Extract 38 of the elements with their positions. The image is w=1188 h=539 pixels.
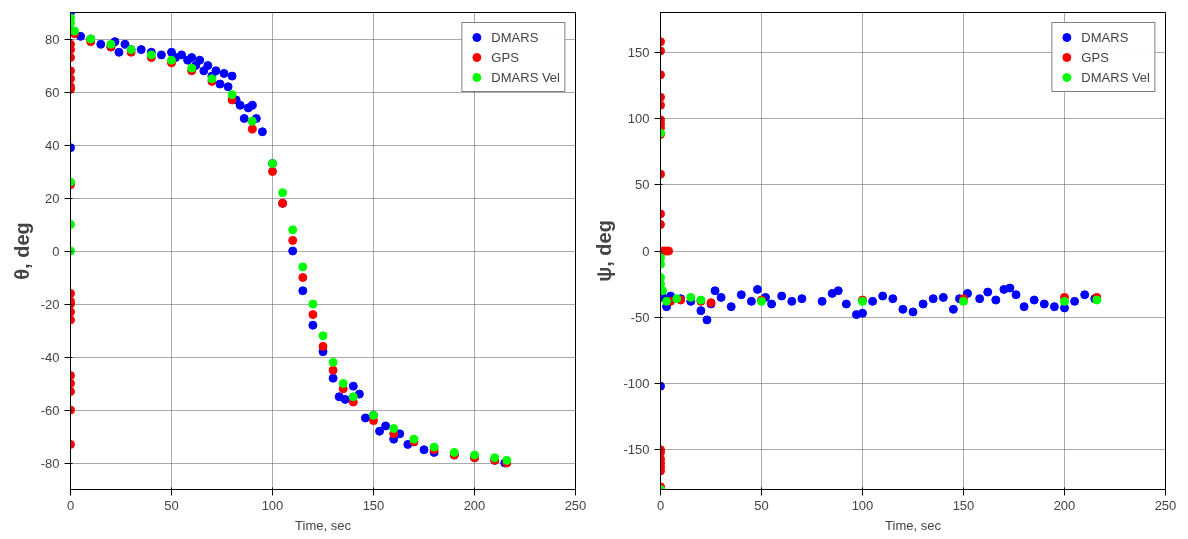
y-tick-label: 20: [45, 190, 60, 206]
x-tick-label: 150: [362, 497, 385, 513]
y-tick-label: 60: [45, 84, 60, 100]
y-tick-label: 0: [642, 243, 650, 259]
x-tick-label: 150: [952, 497, 975, 513]
x-axis-title: Time, sec: [885, 517, 942, 533]
y-tick-label: 50: [635, 177, 650, 193]
x-tick-label: 50: [164, 497, 179, 513]
legend-label: GPS: [491, 49, 519, 65]
x-tick-label: 250: [564, 497, 587, 513]
x-tick-label: 50: [754, 497, 769, 513]
legend-label: DMARS Vel: [491, 69, 560, 85]
legend-label: DMARS Vel: [1081, 69, 1150, 85]
legend-label: DMARS: [1081, 29, 1129, 45]
y-tick-label: 0: [52, 243, 60, 259]
y-tick-label: 100: [627, 111, 650, 126]
x-tick-label: 200: [1053, 497, 1076, 513]
y-tick-label: -40: [40, 349, 60, 365]
y-tick-label: 40: [45, 137, 60, 153]
y-tick-label: -100: [623, 376, 650, 391]
y-tick-label: -150: [623, 442, 650, 458]
x-tick-label: 0: [656, 497, 665, 513]
y-tick-label: 150: [627, 44, 650, 60]
y-tick-label: -50: [630, 309, 650, 325]
y-tick-label: -80: [40, 455, 60, 471]
legend-label: DMARS: [491, 29, 539, 45]
x-tick-label: 0: [66, 497, 75, 513]
y-axis-title: ψ, deg: [593, 220, 616, 282]
x-tick-label: 100: [851, 497, 874, 513]
y-tick-label: -20: [40, 296, 60, 312]
x-axis-title: Time, sec: [295, 517, 352, 533]
x-tick-label: 100: [261, 497, 284, 513]
x-tick-label: 250: [1154, 497, 1177, 513]
y-axis-title: θ, deg: [10, 222, 33, 280]
x-tick-label: 200: [463, 497, 486, 513]
y-tick-label: -60: [40, 402, 60, 418]
legend-label: GPS: [1081, 49, 1109, 65]
y-tick-label: 80: [45, 31, 60, 47]
